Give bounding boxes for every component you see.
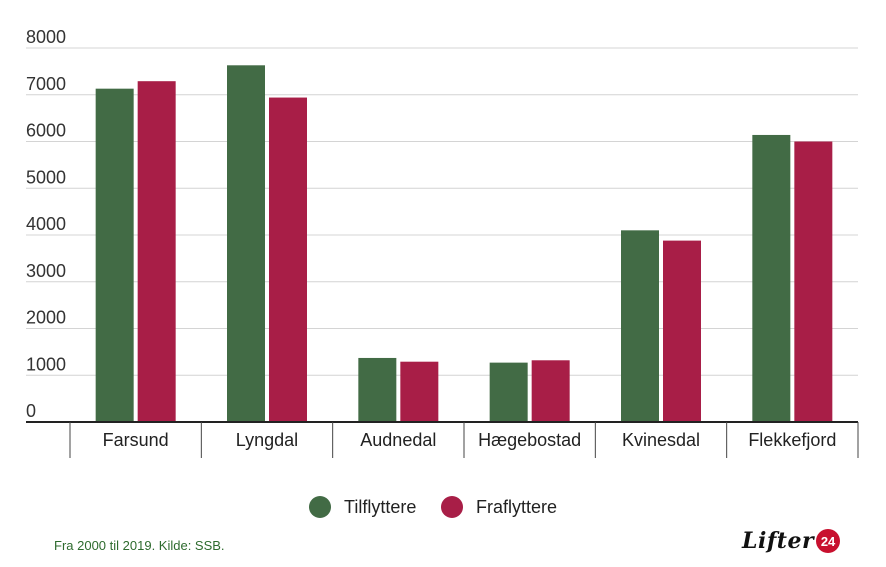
bar-fraflyttere-lyngdal: [269, 97, 307, 423]
x-category-label: Flekkefjord: [748, 430, 836, 450]
bar-tilflyttere-hægebostad: [489, 362, 528, 422]
y-tick-label: 4000: [26, 214, 66, 234]
legend-swatch-fraflyttere: [441, 496, 463, 518]
y-tick-label: 7000: [26, 74, 66, 94]
legend-swatch-tilflyttere: [309, 496, 331, 518]
bar-fraflyttere-flekkefjord: [794, 141, 833, 422]
y-tick-label: 5000: [26, 167, 66, 187]
bar-tilflyttere-kvinesdal: [621, 230, 659, 422]
bar-tilflyttere-audnedal: [358, 357, 397, 422]
x-category-label: Audnedal: [360, 430, 436, 450]
legend-label-tilflyttere: Tilflyttere: [344, 497, 416, 517]
y-tick-label: 8000: [26, 27, 66, 47]
lister24-logo: Lifter 24: [742, 528, 841, 554]
source-note: Fra 2000 til 2019. Kilde: SSB.: [54, 538, 225, 553]
y-tick-label: 1000: [26, 354, 66, 374]
x-category-label: Hægebostad: [478, 430, 581, 450]
bar-fraflyttere-kvinesdal: [663, 240, 701, 422]
bar-fraflyttere-audnedal: [400, 361, 439, 422]
y-tick-label: 0: [26, 401, 36, 421]
logo-text: Lifter: [742, 528, 815, 554]
y-tick-label: 2000: [26, 308, 66, 328]
bar-tilflyttere-lyngdal: [227, 65, 265, 423]
bar-tilflyttere-flekkefjord: [752, 134, 791, 422]
x-category-label: Lyngdal: [236, 430, 298, 450]
bar-fraflyttere-farsund: [137, 81, 176, 422]
x-category-label: Kvinesdal: [622, 430, 700, 450]
legend-label-fraflyttere: Fraflyttere: [476, 497, 557, 517]
y-tick-label: 6000: [26, 121, 66, 141]
bar-fraflyttere-hægebostad: [531, 360, 570, 422]
x-category-label: Farsund: [103, 430, 169, 450]
logo-badge: 24: [816, 529, 841, 553]
bar-tilflyttere-farsund: [95, 88, 134, 423]
y-tick-label: 3000: [26, 261, 66, 281]
